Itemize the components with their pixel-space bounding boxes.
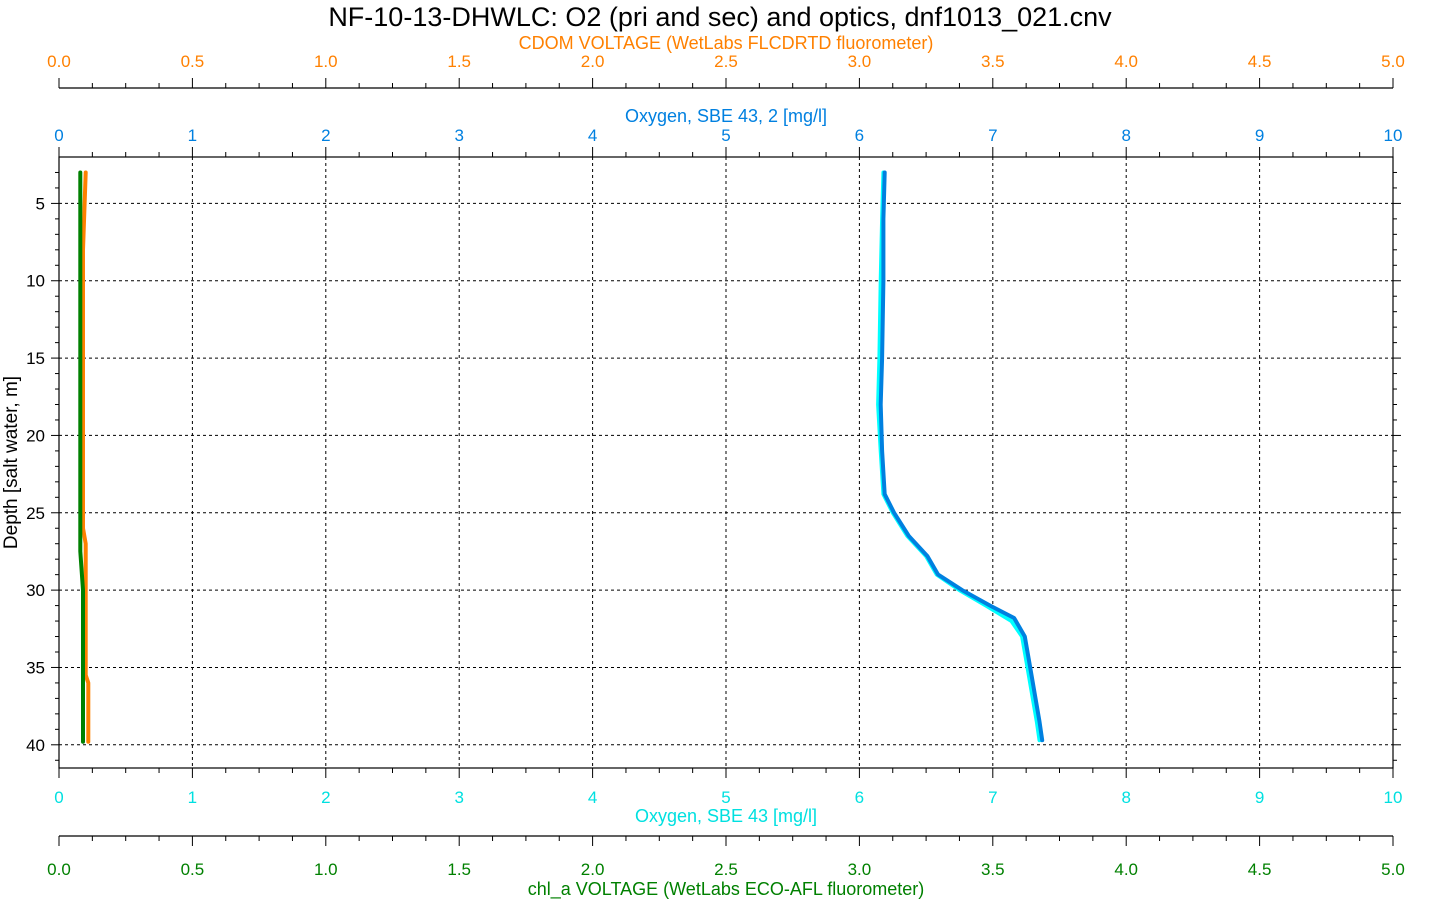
- series-line-oxy2: [878, 170, 1045, 743]
- x-tick-label-oxy1: 4: [588, 788, 597, 807]
- x-tick-label-oxy2: 10: [1384, 126, 1403, 145]
- x-tick-label-chl: 1.0: [314, 860, 338, 879]
- x-tick-label-cdom: 2.5: [714, 52, 738, 71]
- x-tick-label-chl: 4.0: [1114, 860, 1138, 879]
- x-tick-label-oxy2: 1: [188, 126, 197, 145]
- x-tick-label-chl: 2.5: [714, 860, 738, 879]
- x-axis-label-oxy2: Oxygen, SBE 43, 2 [mg/l]: [625, 106, 827, 126]
- x-tick-label-cdom: 1.0: [314, 52, 338, 71]
- y-tick-label: 40: [26, 736, 45, 755]
- x-tick-label-oxy1: 5: [721, 788, 730, 807]
- x-tick-label-chl: 4.5: [1248, 860, 1272, 879]
- x-tick-label-cdom: 2.0: [581, 52, 605, 71]
- y-tick-label: 25: [26, 504, 45, 523]
- x-tick-label-oxy2: 6: [855, 126, 864, 145]
- x-tick-label-cdom: 4.5: [1248, 52, 1272, 71]
- series-line-oxy1: [876, 170, 1042, 743]
- x-tick-label-oxy2: 8: [1121, 126, 1130, 145]
- x-tick-label-chl: 2.0: [581, 860, 605, 879]
- y-tick-label: 20: [26, 426, 45, 445]
- x-tick-label-cdom: 4.0: [1114, 52, 1138, 71]
- x-tick-label-oxy2: 2: [321, 126, 330, 145]
- x-tick-label-oxy1: 6: [855, 788, 864, 807]
- x-tick-label-oxy2: 4: [588, 126, 597, 145]
- grid: [59, 157, 1393, 768]
- x-tick-label-oxy1: 7: [988, 788, 997, 807]
- y-tick-label: 30: [26, 581, 45, 600]
- y-tick-label: 15: [26, 349, 45, 368]
- y-tick-label: 5: [36, 194, 45, 213]
- x-tick-label-oxy1: 3: [454, 788, 463, 807]
- series-line-cdom: [81, 170, 91, 744]
- x-axis-label-oxy1: Oxygen, SBE 43 [mg/l]: [635, 806, 817, 826]
- x-tick-label-cdom: 0.0: [47, 52, 71, 71]
- x-tick-label-oxy1: 1: [188, 788, 197, 807]
- x-tick-label-chl: 3.0: [848, 860, 872, 879]
- x-tick-label-oxy1: 8: [1121, 788, 1130, 807]
- x-tick-label-cdom: 0.5: [181, 52, 205, 71]
- x-tick-label-chl: 3.5: [981, 860, 1005, 879]
- x-axis-label-chl: chl_a VOLTAGE (WetLabs ECO-AFL fluoromet…: [528, 879, 924, 900]
- series: [78, 170, 1045, 744]
- x-tick-label-cdom: 1.5: [447, 52, 471, 71]
- x-tick-label-cdom: 3.5: [981, 52, 1005, 71]
- x-tick-label-chl: 1.5: [447, 860, 471, 879]
- series-line-chl: [78, 170, 85, 744]
- x-tick-label-oxy1: 9: [1255, 788, 1264, 807]
- y-tick-label: 35: [26, 658, 45, 677]
- x-tick-label-chl: 5.0: [1381, 860, 1405, 879]
- x-tick-label-oxy1: 0: [54, 788, 63, 807]
- x-tick-label-oxy2: 5: [721, 126, 730, 145]
- x-tick-label-oxy2: 9: [1255, 126, 1264, 145]
- y-tick-label: 10: [26, 272, 45, 291]
- x-tick-label-oxy2: 7: [988, 126, 997, 145]
- x-tick-label-oxy2: 0: [54, 126, 63, 145]
- chart-title: NF-10-13-DHWLC: O2 (pri and sec) and opt…: [328, 2, 1112, 32]
- x-tick-label-chl: 0.0: [47, 860, 71, 879]
- x-axis-label-cdom: CDOM VOLTAGE (WetLabs FLCDRTD fluoromete…: [519, 33, 934, 53]
- y-axis-label: Depth [salt water, m]: [1, 376, 22, 549]
- x-tick-label-cdom: 3.0: [848, 52, 872, 71]
- x-tick-label-oxy2: 3: [454, 126, 463, 145]
- x-tick-label-cdom: 5.0: [1381, 52, 1405, 71]
- x-tick-label-chl: 0.5: [181, 860, 205, 879]
- x-tick-label-oxy1: 10: [1384, 788, 1403, 807]
- x-tick-label-oxy1: 2: [321, 788, 330, 807]
